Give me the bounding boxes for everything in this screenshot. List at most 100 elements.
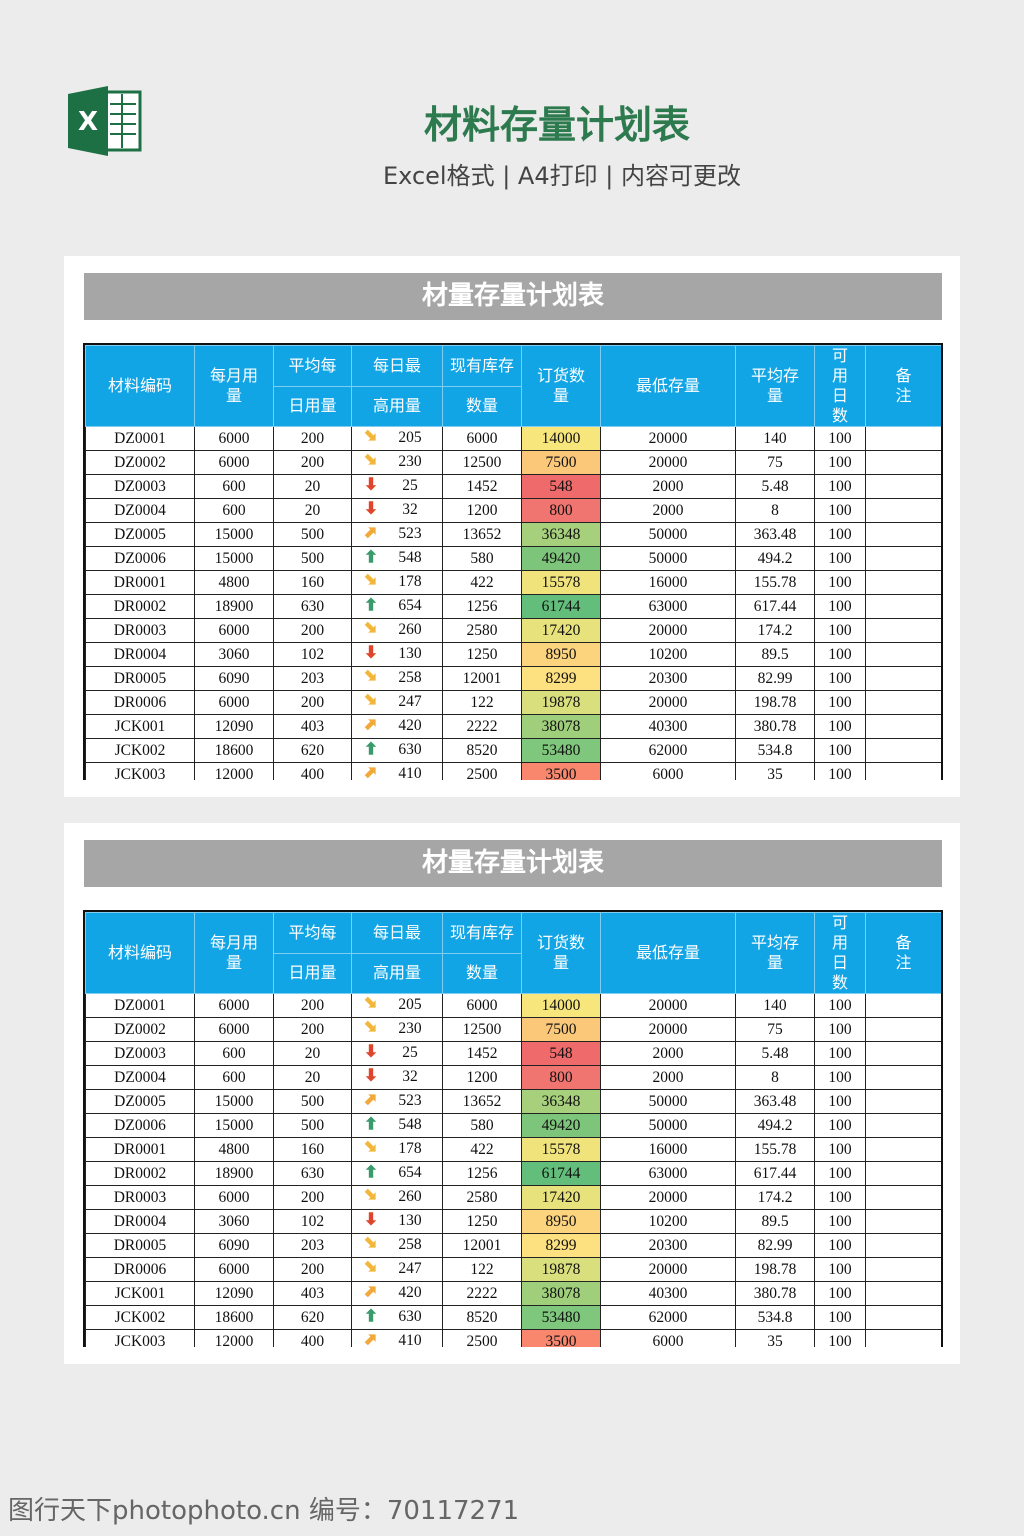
cell-text: 630 (398, 741, 422, 759)
table-cell: 6000 (194, 993, 274, 1018)
cell-text: 25 (402, 477, 418, 495)
table-cell: 548 (351, 1113, 443, 1138)
cell-text: 205 (398, 996, 422, 1014)
table-cell: 35 (735, 1329, 815, 1347)
table-cell: 2000 (600, 498, 736, 523)
trend-icon (362, 1162, 388, 1185)
cell-text: 654 (398, 1164, 422, 1182)
cell-text: 32 (402, 1068, 418, 1086)
trend-icon (362, 619, 388, 642)
table-cell (865, 618, 941, 643)
table-row: DR0001 4800 160 178 422 15578 16000 155.78 100 (85, 1137, 941, 1162)
table-cell: 25 (351, 1041, 443, 1066)
table-cell (865, 1161, 941, 1186)
table-cell: 10200 (600, 1209, 736, 1234)
table-cell (865, 426, 941, 451)
header-cell: 高用量 (351, 952, 443, 994)
watermark: 图行天下photophoto.cn 编号：70117271 (8, 1496, 520, 1526)
table-cell: DR0002 (85, 1161, 195, 1186)
arrow (364, 1307, 378, 1323)
table-row: DR0006 6000 200 247 122 19878 20000 198.78 100 (85, 690, 941, 715)
table-cell: JCK001 (85, 1281, 195, 1306)
table-cell: 130 (351, 642, 443, 667)
table-cell: 2000 (600, 1065, 736, 1090)
table-cell (865, 1137, 941, 1162)
table-cell: 15578 (521, 1137, 601, 1162)
table-cell: 8 (735, 498, 815, 523)
table-cell (865, 1089, 941, 1114)
panel-title: 材量存量计划表 (84, 273, 942, 320)
table-cell: 20 (273, 1065, 352, 1090)
table-cell: DR0005 (85, 1233, 195, 1258)
table-cell: 247 (351, 690, 443, 715)
table-cell: 247 (351, 1257, 443, 1282)
header-cell: 材料编码 (85, 912, 195, 994)
table-row: DZ0005 15000 500 523 13652 36348 50000 363.48 10… (85, 1089, 941, 1114)
table-cell: 1200 (442, 498, 522, 523)
table-cell: 422 (442, 1137, 522, 1162)
arrow (363, 995, 377, 1009)
table-cell: 12000 (194, 762, 274, 780)
table-wrap: 材料编码 每月用量 平均每 每日最 现有库存 订货数量 最低存量 平均存量 可用日数备 注日用量… (83, 343, 943, 780)
table-cell: 20000 (600, 426, 736, 451)
table-cell: 100 (814, 546, 866, 571)
cell-text: 258 (398, 669, 422, 687)
table-cell: 100 (814, 498, 866, 523)
table-cell: 230 (351, 1017, 443, 1042)
arrow (363, 1235, 377, 1249)
table-cell: 617.44 (735, 1161, 815, 1186)
cell-text: 548 (398, 549, 422, 567)
table-cell: 62000 (600, 738, 736, 763)
trend-icon (362, 1114, 388, 1137)
table-cell: 50000 (600, 1113, 736, 1138)
table-cell: 200 (273, 450, 352, 475)
table-cell: DR0003 (85, 618, 195, 643)
header-cell: 平均存量 (735, 912, 815, 994)
table-cell: 198.78 (735, 1257, 815, 1282)
table-cell: 5.48 (735, 474, 815, 499)
table-cell: DR0003 (85, 1185, 195, 1210)
cell-text: 410 (398, 1332, 422, 1347)
header-cell: 平均存量 (735, 345, 815, 427)
trend-icon (362, 994, 388, 1017)
table-cell: 20 (273, 498, 352, 523)
table-cell: 18900 (194, 594, 274, 619)
trend-icon (362, 1138, 388, 1161)
table-cell: 36348 (521, 522, 601, 547)
table-cell: 19878 (521, 1257, 601, 1282)
arrow (363, 1139, 377, 1153)
table-cell: 20000 (600, 993, 736, 1018)
arrow (363, 1259, 377, 1273)
table-cell: 2580 (442, 618, 522, 643)
table-cell (865, 666, 941, 691)
table-cell: 6000 (194, 1257, 274, 1282)
table-row: DR0002 18900 630 654 1256 61744 63000 617.44 100 (85, 594, 941, 619)
table-cell: 203 (273, 1233, 352, 1258)
table-cell: 155.78 (735, 1137, 815, 1162)
header-cell: 最低存量 (600, 345, 736, 427)
cell-text: 260 (398, 1188, 422, 1206)
table-cell: 600 (194, 1065, 274, 1090)
table-cell: 363.48 (735, 522, 815, 547)
table-cell: 2500 (442, 1329, 522, 1347)
table-cell: 500 (273, 546, 352, 571)
trend-icon (362, 427, 388, 450)
table-cell: 600 (194, 498, 274, 523)
table-cell: 403 (273, 714, 352, 739)
table-row: DR0004 3060 102 130 1250 8950 10200 89.5 100 (85, 642, 941, 667)
table-cell: 100 (814, 1161, 866, 1186)
table-cell: 6000 (442, 426, 522, 451)
table-cell: 523 (351, 1089, 443, 1114)
table-cell: 12500 (442, 1017, 522, 1042)
table-cell: 25 (351, 474, 443, 499)
table-cell: 61744 (521, 594, 601, 619)
table-cell: 200 (273, 690, 352, 715)
table-cell: 800 (521, 1065, 601, 1090)
table-cell (865, 1305, 941, 1330)
table-cell: 258 (351, 666, 443, 691)
table-cell: DR0001 (85, 1137, 195, 1162)
table-cell (865, 474, 941, 499)
trend-icon (362, 739, 388, 762)
trend-icon (362, 523, 388, 546)
arrow (364, 644, 378, 660)
